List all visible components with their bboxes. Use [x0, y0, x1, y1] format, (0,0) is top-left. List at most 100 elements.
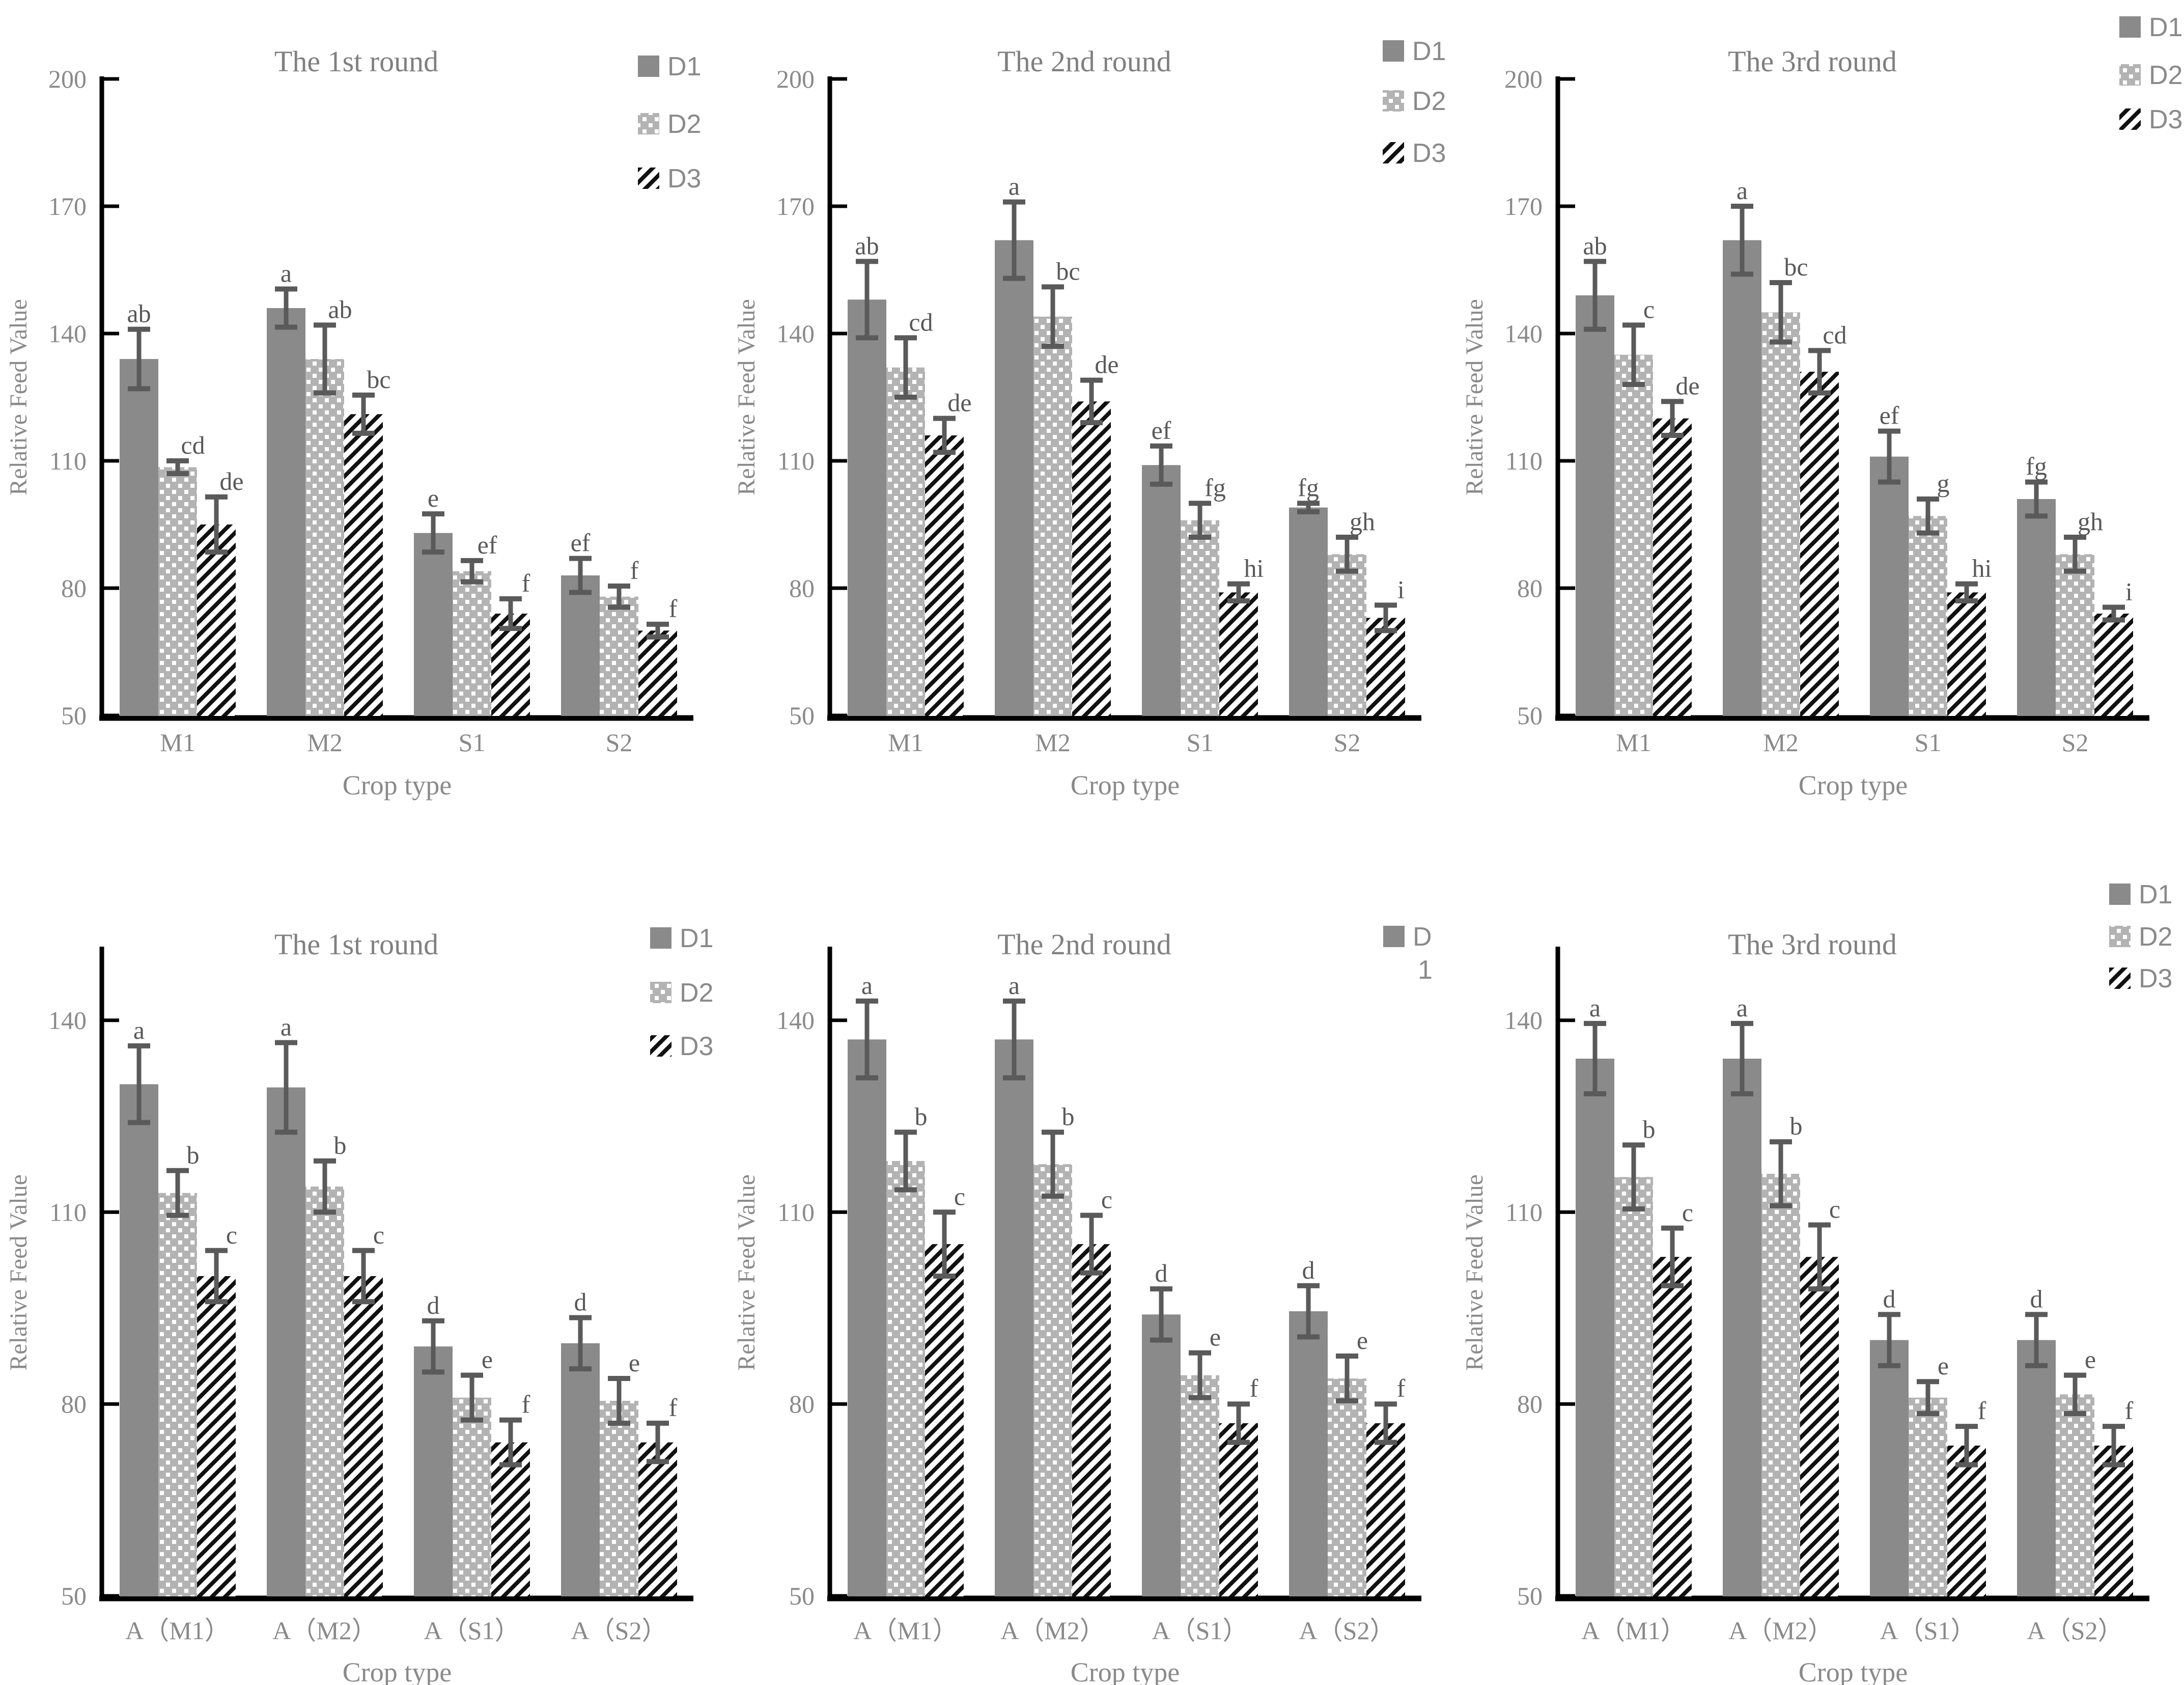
sig-letter: a: [281, 1013, 292, 1041]
y-tick-label: 110: [49, 447, 87, 475]
x-axis-title: Crop type: [343, 1657, 452, 1685]
bar-d2-group2: [1761, 1174, 1800, 1596]
x-category-label: A（M1）: [853, 1616, 958, 1645]
bar-d3-group3: [1219, 592, 1258, 716]
y-tick-label: 200: [1504, 65, 1543, 93]
bar-d1-group3: [414, 1346, 453, 1596]
legend-swatch-d1-icon: [2119, 16, 2141, 38]
y-tick-label: 110: [1505, 1198, 1543, 1226]
bar-d2-group3: [1909, 1397, 1947, 1596]
y-tick-label: 170: [776, 192, 815, 220]
y-tick-label: 50: [1517, 1582, 1543, 1610]
sig-letter: d: [1302, 1256, 1315, 1284]
legend-swatch-d3-icon: [638, 168, 659, 189]
y-tick-label: 140: [776, 1006, 815, 1035]
sig-letter: gh: [2078, 507, 2103, 536]
sig-letter: ab: [855, 231, 879, 260]
bar-d2-group1: [1614, 1177, 1653, 1596]
sig-letter: de: [219, 467, 243, 495]
sig-letter: de: [947, 389, 971, 417]
x-category-label: A（S2）: [1299, 1616, 1395, 1645]
x-axis-title: Crop type: [1071, 770, 1180, 800]
chart-panel-3rd-round-crops: The 3rd round 50 80 110 140 170 200 Relative Fe…: [1456, 0, 2184, 842]
sig-letter: de: [1675, 371, 1699, 400]
legend-swatch-d3-icon: [2109, 968, 2131, 989]
bar-d3-group1: [925, 435, 964, 716]
sig-letter: f: [669, 1393, 678, 1422]
sig-letter: f: [1250, 1374, 1258, 1402]
x-category-label: A（S2）: [571, 1616, 667, 1645]
sig-letter: b: [1643, 1115, 1656, 1144]
sig-letter: bc: [1784, 253, 1808, 281]
x-category-label: S2: [606, 728, 633, 757]
sig-letter: cd: [181, 431, 205, 459]
sig-letter: e: [1938, 1351, 1949, 1380]
bar-d3-group4: [2094, 1445, 2133, 1596]
bar-d1-group1: [120, 359, 158, 716]
sig-letter: g: [1937, 469, 1950, 498]
bar-d3-group4: [1366, 1423, 1405, 1596]
chart-title: The 3rd round: [1728, 928, 1897, 961]
bar-d2-group3: [453, 571, 491, 716]
legend-swatch-d2-icon: [2119, 64, 2141, 86]
y-tick-label: 110: [777, 1198, 815, 1226]
legend-swatch-d3-icon: [2119, 108, 2141, 130]
sig-letter: c: [373, 1221, 384, 1249]
y-tick-label: 140: [48, 1006, 87, 1035]
x-category-label: S1: [459, 728, 486, 757]
y-axis-title: Relative Feed Value: [1461, 1174, 1488, 1371]
sig-letter: d: [1883, 1284, 1896, 1313]
sig-letter: f: [1978, 1396, 1986, 1425]
legend-label: D3: [1412, 139, 1446, 168]
bar-d2-group4: [1328, 1378, 1366, 1596]
y-tick-label: 50: [61, 1582, 87, 1610]
bar-d1-group3: [1870, 456, 1909, 716]
chart-panel-2nd-round-crops: The 2nd round 50 80 110 140 170 200 Relative Fe…: [728, 0, 1456, 842]
y-axis-title: Relative Feed Value: [733, 1174, 760, 1371]
bar-d1-group1: [848, 1039, 886, 1596]
x-category-label: A（S2）: [2027, 1616, 2123, 1645]
sig-letter: f: [1397, 1374, 1406, 1402]
bar-d2-group2: [305, 359, 344, 716]
y-axis-title: Relative Feed Value: [1461, 299, 1488, 495]
bar-d3-group4: [638, 630, 677, 716]
bar-d2-group4: [600, 1400, 638, 1596]
x-category-label: A（M2）: [1728, 1616, 1833, 1645]
sig-letter: a: [281, 259, 292, 288]
sig-letter: e: [482, 1345, 493, 1374]
x-category-label: M2: [1035, 728, 1070, 757]
bar-d2-group3: [1909, 516, 1947, 716]
bar-d2-group1: [1614, 354, 1653, 716]
sig-letter: c: [1829, 1195, 1840, 1224]
y-tick-label: 170: [48, 192, 87, 220]
x-category-label: A（M1）: [1581, 1616, 1686, 1645]
sig-letter: a: [1009, 971, 1020, 1000]
bar-d3-group4: [1366, 618, 1405, 716]
sig-letter: b: [1790, 1112, 1803, 1140]
x-category-label: A（M2）: [272, 1616, 377, 1645]
sig-letter: ab: [328, 295, 352, 323]
sig-letter: b: [187, 1141, 200, 1169]
sig-letter: i: [1397, 575, 1405, 603]
x-category-label: S1: [1187, 728, 1214, 757]
sig-letter: de: [1095, 350, 1118, 379]
y-tick-label: 80: [61, 574, 87, 602]
legend-label: D1: [667, 52, 701, 81]
sig-letter: c: [954, 1182, 965, 1210]
bar-d3-group1: [925, 1244, 964, 1596]
bar-d1-group2: [1723, 1058, 1761, 1596]
chart-title: The 1st round: [274, 928, 438, 961]
x-category-label: A（S1）: [1152, 1616, 1248, 1645]
x-category-label: A（S1）: [1880, 1616, 1976, 1645]
x-axis-title: Crop type: [1799, 770, 1908, 800]
sig-letter: ab: [127, 299, 151, 328]
bar-d3-group3: [1947, 592, 1986, 716]
sig-letter: fg: [1298, 473, 1319, 502]
sig-letter: b: [915, 1102, 928, 1130]
bar-d3-group2: [1072, 401, 1111, 716]
bar-d1-group3: [1142, 465, 1181, 716]
bar-d1-group4: [561, 575, 600, 716]
legend-label: D1: [2149, 13, 2182, 42]
sig-letter: d: [1155, 1259, 1168, 1287]
sig-letter: e: [1210, 1323, 1221, 1351]
